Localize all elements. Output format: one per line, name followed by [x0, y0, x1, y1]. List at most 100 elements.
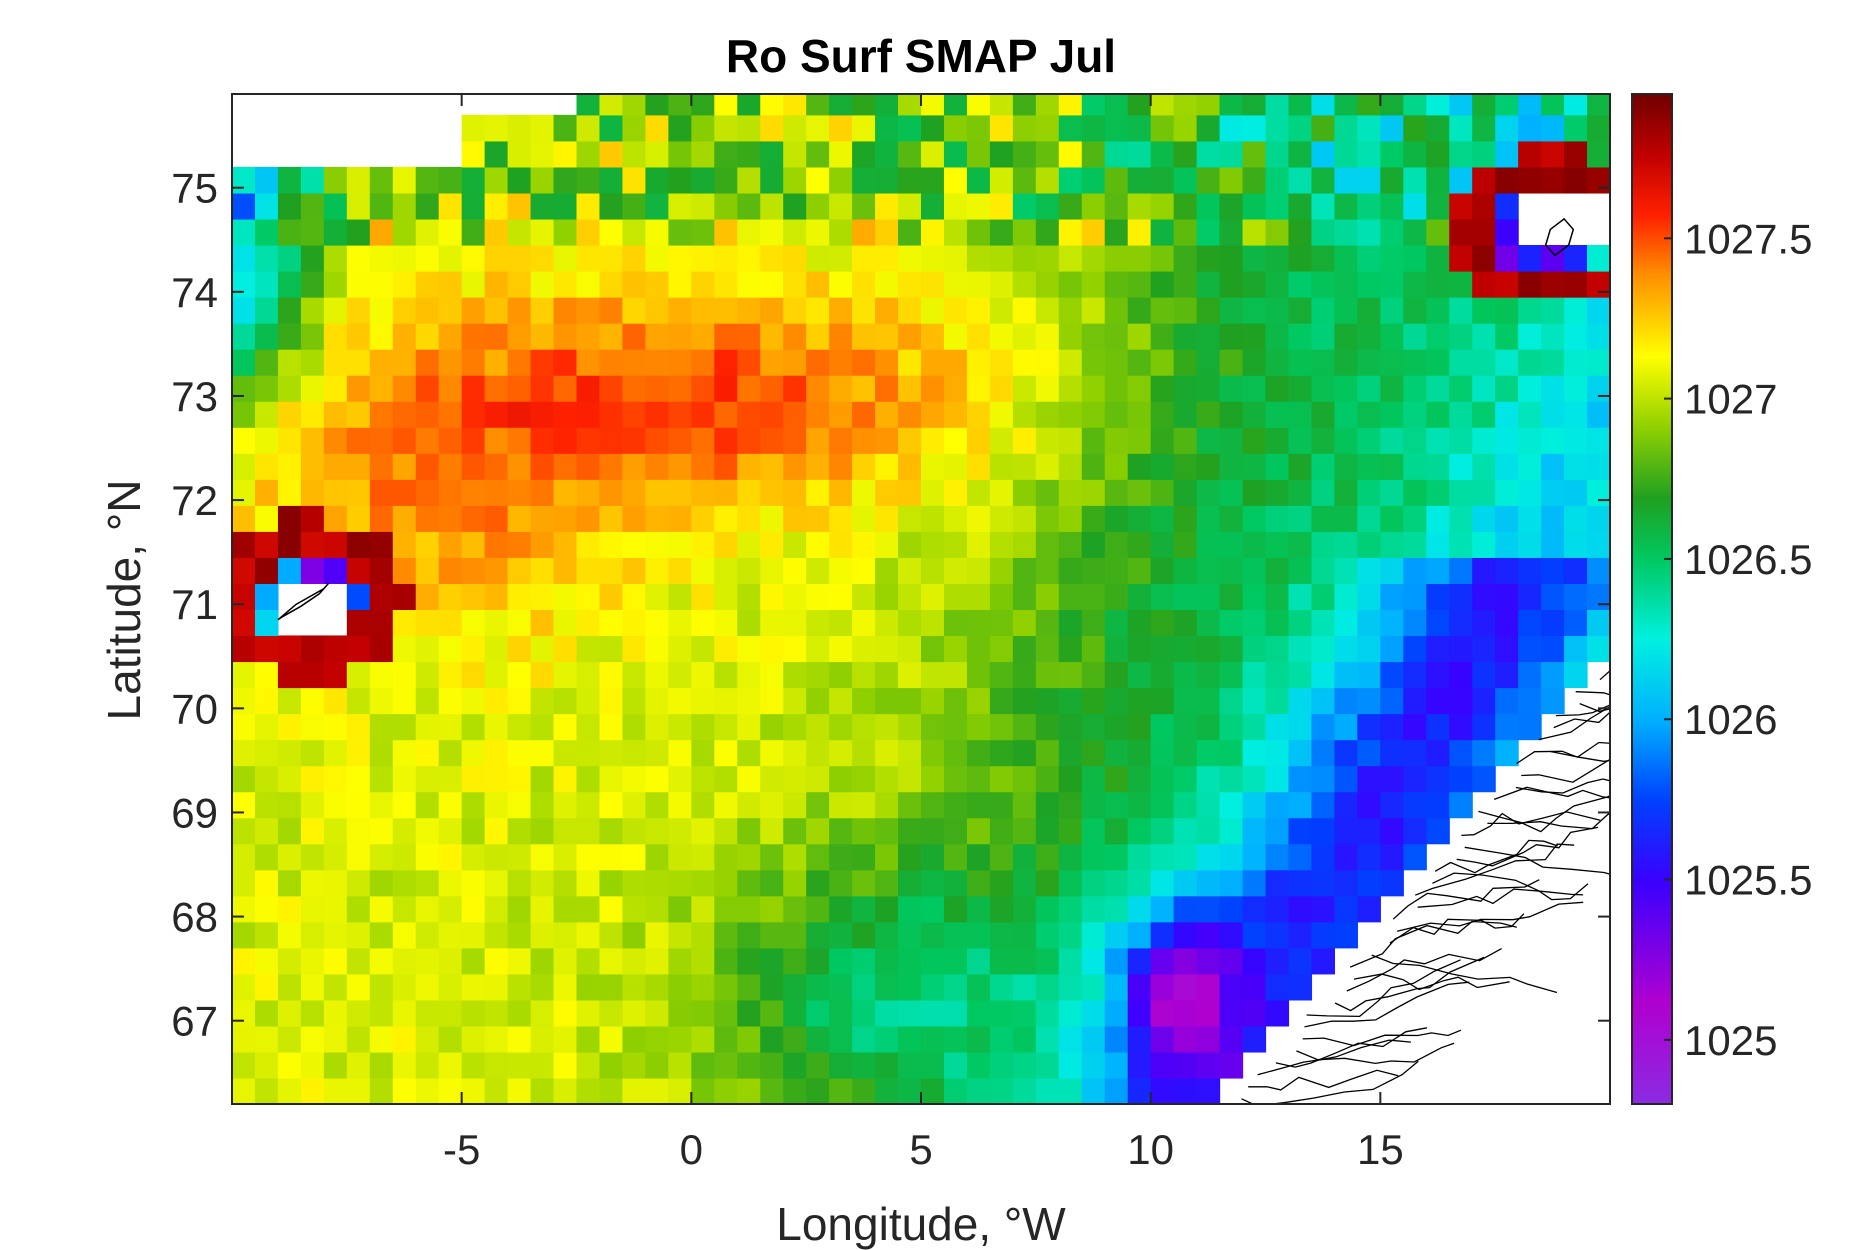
heatmap-cell	[760, 349, 784, 376]
heatmap-cell	[1357, 844, 1381, 871]
heatmap-cell	[990, 844, 1014, 871]
heatmap-cell	[370, 714, 394, 741]
heatmap-cell	[393, 349, 417, 376]
heatmap-cell	[1036, 245, 1060, 272]
heatmap-cell	[875, 219, 899, 246]
heatmap-cell	[1197, 349, 1221, 376]
heatmap-cell	[622, 661, 646, 688]
heatmap-cell	[990, 870, 1014, 897]
heatmap-cell	[1334, 714, 1358, 741]
heatmap-cell	[1311, 844, 1335, 871]
heatmap-cell	[829, 141, 853, 168]
heatmap-cell	[1243, 688, 1267, 715]
heatmap-cell	[1288, 531, 1312, 558]
heatmap-cell	[783, 349, 807, 376]
heatmap-cell	[783, 453, 807, 480]
heatmap-cell	[1082, 818, 1106, 845]
heatmap-cell	[255, 844, 279, 871]
heatmap-cell	[1243, 583, 1267, 610]
heatmap-cell	[416, 219, 440, 246]
heatmap-cell	[944, 922, 968, 949]
heatmap-cell	[599, 219, 623, 246]
heatmap-cell	[1059, 219, 1083, 246]
heatmap-cell	[1082, 635, 1106, 662]
heatmap-cell	[1243, 349, 1267, 376]
heatmap-cell	[531, 557, 555, 584]
heatmap-cell	[255, 1078, 279, 1105]
heatmap-cell	[278, 557, 302, 584]
heatmap-cell	[1151, 922, 1175, 949]
heatmap-cell	[1151, 870, 1175, 897]
colorbar-tick-label: 1025.5	[1684, 857, 1812, 904]
heatmap-cell	[737, 896, 761, 923]
coastline-segment	[1347, 949, 1502, 991]
heatmap-cell	[622, 349, 646, 376]
heatmap-cell	[1059, 349, 1083, 376]
heatmap-cell	[691, 89, 715, 116]
heatmap-cell	[1472, 609, 1496, 636]
heatmap-cell	[1174, 167, 1198, 194]
heatmap-cell	[278, 661, 302, 688]
heatmap-cell	[1334, 193, 1358, 220]
heatmap-cell	[416, 401, 440, 428]
heatmap-cell	[278, 245, 302, 272]
heatmap-cell	[1197, 896, 1221, 923]
heatmap-cell	[393, 922, 417, 949]
heatmap-cell	[829, 219, 853, 246]
heatmap-cell	[783, 688, 807, 715]
heatmap-cell	[921, 375, 945, 402]
heatmap-cell	[714, 89, 738, 116]
heatmap-cell	[1105, 505, 1129, 532]
heatmap-cell	[1518, 557, 1542, 584]
heatmap-cell	[1128, 89, 1152, 116]
heatmap-cell	[1311, 948, 1335, 975]
heatmap-cell	[967, 557, 991, 584]
heatmap-cell	[645, 167, 669, 194]
heatmap-cell	[1197, 323, 1221, 350]
heatmap-cell	[1036, 609, 1060, 636]
heatmap-cell	[1380, 609, 1404, 636]
heatmap-cell	[255, 557, 279, 584]
heatmap-cell	[944, 583, 968, 610]
heatmap-cell	[554, 219, 578, 246]
heatmap-cell	[760, 245, 784, 272]
heatmap-cell	[1220, 870, 1244, 897]
heatmap-cell	[1105, 297, 1129, 324]
heatmap-cell	[1380, 583, 1404, 610]
heatmap-cell	[508, 818, 532, 845]
heatmap-cell	[485, 896, 509, 923]
heatmap-cell	[1449, 401, 1473, 428]
heatmap-cell	[1151, 583, 1175, 610]
heatmap-cell	[1541, 479, 1565, 506]
heatmap-cell	[439, 531, 463, 558]
heatmap-cell	[393, 974, 417, 1001]
heatmap-cell	[1311, 714, 1335, 741]
heatmap-cell	[760, 896, 784, 923]
heatmap-cell	[1013, 479, 1037, 506]
heatmap-cell	[645, 115, 669, 142]
heatmap-cell	[1266, 141, 1290, 168]
heatmap-cell	[531, 245, 555, 272]
heatmap-cell	[1449, 323, 1473, 350]
heatmap-cell	[944, 1078, 968, 1105]
heatmap-cell	[1128, 1026, 1152, 1053]
heatmap-cell	[393, 167, 417, 194]
heatmap-cell	[760, 609, 784, 636]
heatmap-cell	[1151, 688, 1175, 715]
heatmap-cell	[1036, 427, 1060, 454]
heatmap-cell	[508, 844, 532, 871]
heatmap-cell	[1151, 479, 1175, 506]
heatmap-cell	[1128, 323, 1152, 350]
heatmap-cell	[1013, 974, 1037, 1001]
heatmap-cell	[1449, 661, 1473, 688]
heatmap-cell	[737, 479, 761, 506]
heatmap-cell	[806, 505, 830, 532]
heatmap-cell	[324, 1078, 348, 1105]
heatmap-cell	[301, 245, 325, 272]
heatmap-cell	[967, 974, 991, 1001]
heatmap-cell	[1036, 714, 1060, 741]
heatmap-cell	[852, 792, 876, 819]
heatmap-cell	[1426, 479, 1450, 506]
heatmap-cell	[1013, 948, 1037, 975]
heatmap-cell	[944, 635, 968, 662]
